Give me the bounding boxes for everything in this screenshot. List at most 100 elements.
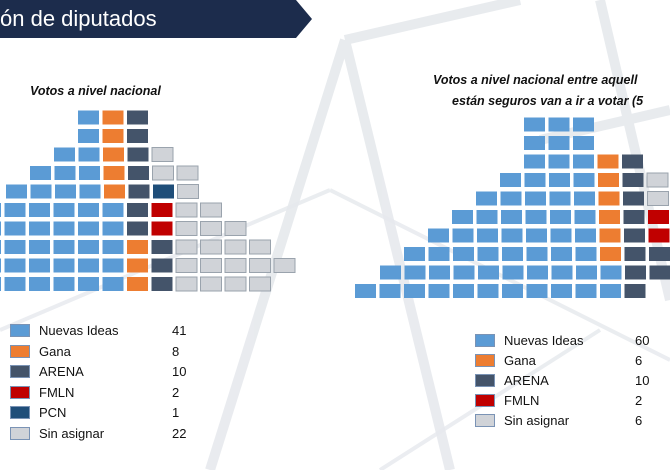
seat-nuevas-ideas: [524, 154, 545, 169]
seat-sin-asignar: [175, 258, 198, 273]
legend-item-gana: Gana 6: [475, 351, 665, 371]
legend-label: PCN: [39, 405, 67, 420]
seat-sin-asignar: [224, 239, 247, 255]
seat-nuevas-ideas: [600, 265, 622, 280]
legend-value: 10: [635, 373, 650, 388]
seat-nuevas-ideas: [549, 191, 571, 206]
legend-swatch: [10, 344, 30, 358]
seat-sin-asignar: [224, 221, 247, 236]
seat-nuevas-ideas: [4, 203, 26, 217]
seat-nuevas-ideas: [53, 277, 75, 291]
seat-nuevas-ideas: [428, 284, 450, 298]
seat-nuevas-ideas: [404, 265, 426, 280]
chart-title-national: Votos a nivel nacional: [30, 84, 161, 98]
seat-gana: [127, 258, 148, 273]
seat-nuevas-ideas: [0, 221, 1, 236]
legend-value: 6: [635, 353, 643, 368]
legend-label: Gana: [39, 343, 71, 359]
legend-item-arena: ARENA 10: [10, 362, 202, 382]
seat-nuevas-ideas: [526, 228, 547, 243]
seat-nuevas-ideas: [501, 228, 523, 243]
seat-sin-asignar: [175, 221, 198, 236]
seat-gana: [127, 240, 148, 254]
seat-arena: [622, 154, 643, 169]
seat-nuevas-ideas: [453, 284, 474, 298]
seat-nuevas-ideas: [53, 221, 75, 236]
seat-nuevas-ideas: [478, 265, 499, 280]
seat-nuevas-ideas: [573, 173, 595, 187]
seat-arena: [151, 240, 173, 254]
seat-nuevas-ideas: [576, 265, 597, 280]
seat-nuevas-ideas: [600, 284, 621, 298]
legend-item-nuevas-ideas: Nuevas Ideas 41: [10, 321, 202, 341]
legend-swatch: [10, 385, 30, 399]
legend-value: 22: [172, 425, 187, 441]
seat-sin-asignar: [646, 172, 669, 188]
seat-nuevas-ideas: [55, 184, 76, 199]
seat-nuevas-ideas: [524, 136, 545, 150]
seat-nuevas-ideas: [380, 265, 401, 280]
seat-nuevas-ideas: [500, 191, 522, 206]
seat-fmln: [151, 221, 173, 236]
seat-nuevas-ideas: [4, 277, 26, 291]
seat-sin-asignar: [200, 202, 222, 218]
seat-nuevas-ideas: [502, 265, 524, 280]
seat-nuevas-ideas: [0, 277, 1, 291]
seat-nuevas-ideas: [575, 284, 597, 298]
seat-nuevas-ideas: [550, 210, 571, 224]
legend-item-fmln: FMLN 2: [10, 383, 202, 403]
seat-nuevas-ideas: [574, 191, 595, 206]
seat-sin-asignar: [175, 239, 198, 255]
seat-nuevas-ideas: [79, 166, 100, 180]
seat-nuevas-ideas: [78, 147, 100, 162]
seat-nuevas-ideas: [54, 147, 75, 162]
seat-arena: [151, 258, 173, 273]
seat-nuevas-ideas: [524, 173, 546, 187]
seat-nuevas-ideas: [477, 228, 498, 243]
seat-nuevas-ideas: [502, 247, 523, 261]
seat-arena: [624, 247, 646, 261]
seat-arena: [623, 191, 644, 206]
seat-arena: [128, 184, 150, 199]
seat-arena: [151, 277, 173, 291]
seat-nuevas-ideas: [526, 284, 548, 298]
seat-nuevas-ideas: [30, 184, 52, 199]
legend-label: Gana: [504, 353, 536, 368]
seat-pcn: [153, 184, 174, 199]
seat-arena: [623, 210, 645, 224]
seat-nuevas-ideas: [54, 166, 76, 180]
seat-arena: [128, 166, 149, 180]
seat-arena: [127, 129, 148, 143]
seat-arena: [649, 265, 670, 280]
seat-sin-asignar: [175, 202, 198, 218]
legend-swatch: [10, 324, 30, 337]
seat-nuevas-ideas: [477, 247, 499, 261]
seat-arena: [127, 110, 148, 125]
legend-label: ARENA: [504, 373, 549, 388]
seat-gana: [598, 173, 619, 187]
seat-fmln: [648, 210, 669, 224]
seat-arena: [624, 284, 646, 298]
seat-nuevas-ideas: [102, 258, 124, 273]
legend-label: FMLN: [39, 384, 75, 400]
seat-nuevas-ideas: [404, 247, 425, 261]
seat-nuevas-ideas: [4, 240, 26, 254]
seat-nuevas-ideas: [355, 284, 376, 298]
legend-item-fmln: FMLN 2: [475, 391, 665, 411]
seat-nuevas-ideas: [102, 240, 124, 254]
seat-arena: [649, 247, 670, 261]
legend-label: Nuevas Ideas: [504, 333, 584, 348]
legend-value: 6: [635, 413, 643, 428]
seat-nuevas-ideas: [404, 284, 425, 298]
seat-nuevas-ideas: [429, 265, 450, 280]
seat-sin-asignar: [151, 147, 174, 162]
legend-value: 2: [635, 393, 643, 408]
seat-sin-asignar: [249, 239, 271, 255]
seat-nuevas-ideas: [53, 240, 75, 254]
title-banner: [0, 0, 312, 38]
seat-gana: [102, 110, 124, 125]
seat-nuevas-ideas: [6, 184, 27, 199]
seat-gana: [599, 228, 621, 243]
seat-arena: [127, 221, 148, 236]
